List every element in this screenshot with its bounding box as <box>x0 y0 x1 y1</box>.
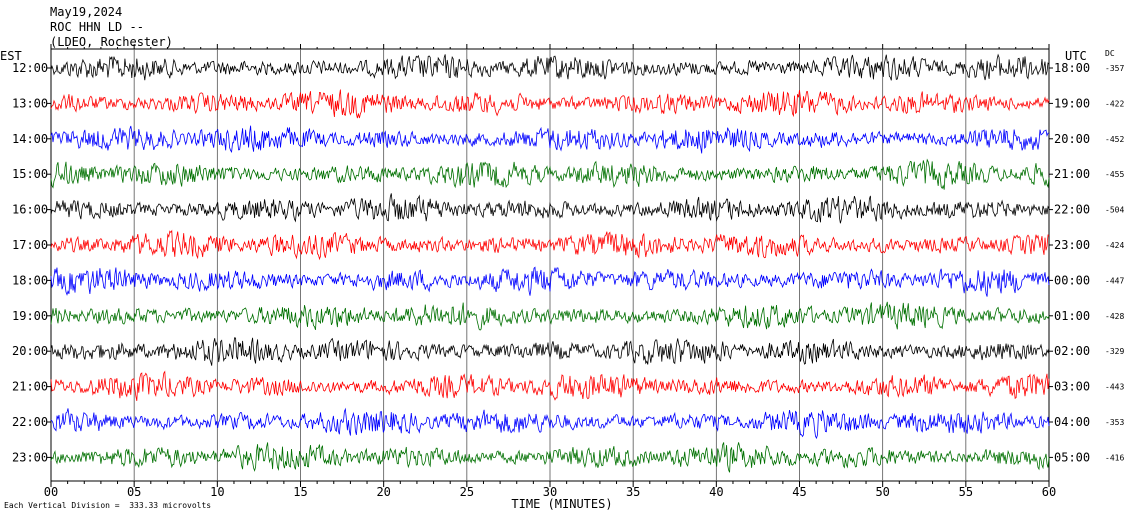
est-time-label: 14:00 <box>12 132 48 146</box>
dc-label: DC <box>1105 49 1115 58</box>
grid <box>47 44 1053 487</box>
utc-time-label: 04:00 <box>1054 415 1090 429</box>
utc-time-label: 21:00 <box>1054 167 1090 181</box>
x-tick-label: 15 <box>293 485 307 499</box>
est-time-label: 18:00 <box>12 273 48 287</box>
est-time-label: 16:00 <box>12 203 48 217</box>
dc-offset-label: -455 <box>1105 170 1124 179</box>
dc-offset-label: -422 <box>1105 99 1124 108</box>
scale-note: Each Vertical Division = 333.33 microvol… <box>4 501 212 510</box>
dc-offset-label: -416 <box>1105 453 1124 462</box>
x-tick-label: 05 <box>127 485 141 499</box>
utc-time-label: 00:00 <box>1054 273 1090 287</box>
utc-zone-label: UTC <box>1065 49 1087 63</box>
utc-time-label: 18:00 <box>1054 61 1090 75</box>
est-time-label: 15:00 <box>12 167 48 181</box>
traces <box>50 53 1050 473</box>
utc-time-label: 03:00 <box>1054 380 1090 394</box>
x-tick-label: 30 <box>543 485 557 499</box>
x-tick-label: 40 <box>709 485 723 499</box>
est-time-label: 22:00 <box>12 415 48 429</box>
trace-line <box>50 89 1050 119</box>
x-tick-label: 20 <box>376 485 390 499</box>
utc-time-label: 19:00 <box>1054 96 1090 110</box>
est-time-label: 19:00 <box>12 309 48 323</box>
x-tick-label: 10 <box>210 485 224 499</box>
est-zone-label: EST <box>0 49 22 63</box>
est-time-label: 12:00 <box>12 61 48 75</box>
trace-line <box>50 266 1050 297</box>
est-time-label: 21:00 <box>12 380 48 394</box>
x-tick-label: 25 <box>460 485 474 499</box>
trace-line <box>50 53 1050 81</box>
labels: 00 05 10 15 20 25 30 35 40 45 50 55 60 12:00 18:00 -357… <box>12 61 1124 499</box>
dc-offset-label: -329 <box>1105 347 1124 356</box>
dc-offset-label: -443 <box>1105 383 1124 392</box>
utc-time-label: 22:00 <box>1054 203 1090 217</box>
utc-time-label: 20:00 <box>1054 132 1090 146</box>
dc-offset-label: -353 <box>1105 418 1124 427</box>
dc-offset-label: -424 <box>1105 241 1124 250</box>
x-tick-label: 60 <box>1042 485 1056 499</box>
x-axis-title: TIME (MINUTES) <box>511 497 612 511</box>
est-time-label: 13:00 <box>12 96 48 110</box>
source-label: (LDEO, Rochester) <box>50 35 173 49</box>
trace-line <box>50 301 1050 331</box>
est-time-label: 20:00 <box>12 344 48 358</box>
station-label: ROC HHN LD -- <box>50 20 144 34</box>
x-tick-label: 50 <box>875 485 889 499</box>
dc-offset-label: -504 <box>1105 206 1124 215</box>
trace-line <box>50 193 1050 224</box>
est-time-label: 17:00 <box>12 238 48 252</box>
trace-line <box>50 407 1050 440</box>
trace-line <box>50 158 1050 190</box>
date-label: May19,2024 <box>50 5 123 19</box>
trace-line <box>50 125 1049 154</box>
dc-offset-label: -428 <box>1105 312 1124 321</box>
x-tick-label: 45 <box>792 485 806 499</box>
trace-line <box>50 229 1050 261</box>
x-tick-label: 00 <box>44 485 58 499</box>
dc-offset-label: -447 <box>1105 276 1124 285</box>
est-time-label: 23:00 <box>12 450 48 464</box>
trace-line <box>50 337 1050 366</box>
dc-offset-label: -452 <box>1105 135 1124 144</box>
utc-time-label: 02:00 <box>1054 344 1090 358</box>
trace-line <box>50 442 1050 473</box>
utc-time-label: 05:00 <box>1054 450 1090 464</box>
utc-time-label: 01:00 <box>1054 309 1090 323</box>
trace-line <box>50 370 1050 401</box>
dc-offset-label: -357 <box>1105 64 1124 73</box>
x-tick-label: 35 <box>626 485 640 499</box>
utc-time-label: 23:00 <box>1054 238 1090 252</box>
x-tick-label: 55 <box>959 485 973 499</box>
